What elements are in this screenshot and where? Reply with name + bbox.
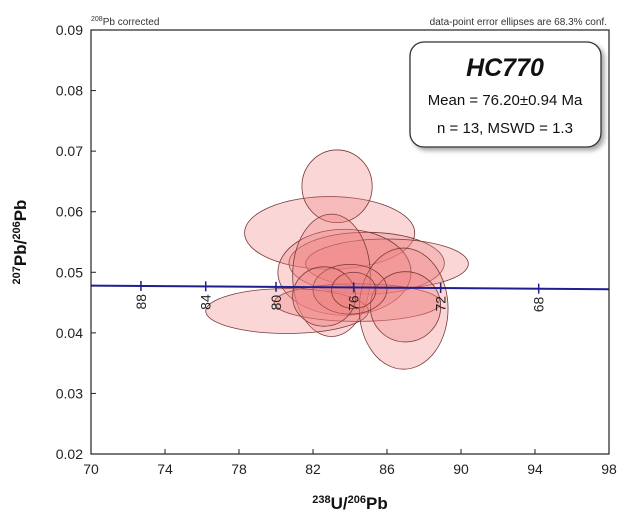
error-ellipses (205, 149, 469, 370)
x-axis-title: 238U/206Pb (312, 494, 387, 513)
y-axis-title-group: 207Pb/206Pb (11, 200, 30, 285)
result-plus-minus: ± (520, 92, 528, 109)
concordia-age-label-68: 68 (531, 296, 547, 312)
y-tick-label-0.09: 0.09 (56, 22, 83, 38)
x-axis-title-mass2: 206 (348, 494, 366, 506)
y-tick-label-0.05: 0.05 (56, 264, 83, 280)
note-left-superscript: 208 (91, 16, 103, 23)
x-tick-label-90: 90 (453, 461, 469, 477)
result-mean-unit: Ma (557, 92, 583, 109)
y-axis-title-mass2: 206 (11, 221, 23, 239)
y-tick-label-0.03: 0.03 (56, 385, 83, 401)
error-ellipse-10 (369, 271, 442, 343)
x-tick-label-86: 86 (379, 461, 395, 477)
concordia-curve-group: 88 84 80 76 72 68 (91, 280, 609, 312)
concordia-age-label-76: 76 (346, 295, 362, 311)
concordia-curve (91, 284, 609, 291)
plot-frame (90, 29, 610, 455)
y-axis-title-mass: 207 (11, 266, 23, 284)
result-box-frame (409, 41, 602, 148)
y-axis-title: 207Pb/206Pb (11, 200, 30, 285)
x-tick-label-74: 74 (157, 461, 173, 477)
result-sample-name: HC770 (466, 54, 544, 82)
x-tick-label-70: 70 (83, 461, 99, 477)
error-ellipse-12 (292, 266, 356, 327)
note-left-text: Pb corrected (103, 17, 160, 28)
result-box: HC770 Mean = 76.20±0.94 Ma n = 13, MSWD … (409, 41, 602, 148)
x-axis-title-element2: Pb (366, 494, 388, 513)
x-tick-label-94: 94 (527, 461, 543, 477)
y-tick-label-0.08: 0.08 (56, 83, 83, 99)
x-axis-title-mass: 238 (312, 494, 330, 506)
concordia-age-label-84: 84 (198, 294, 214, 310)
x-axis-ticks: 70 74 78 82 86 90 94 98 (83, 449, 617, 477)
note-left: 208Pb corrected (91, 16, 159, 28)
x-tick-label-98: 98 (601, 461, 617, 477)
error-ellipse-2 (301, 149, 373, 224)
x-tick-label-82: 82 (305, 461, 321, 477)
x-tick-label-78: 78 (231, 461, 247, 477)
y-tick-label-0.06: 0.06 (56, 204, 83, 220)
result-mean-prefix: Mean = (428, 92, 483, 109)
concordia-age-label-88: 88 (133, 294, 149, 310)
result-mean-error: 0.94 (528, 92, 557, 109)
concordia-age-label-72: 72 (433, 296, 449, 312)
y-tick-label-0.04: 0.04 (56, 325, 83, 341)
y-axis-ticks: 0.02 0.03 0.04 0.05 0.06 0.07 0.08 0.09 (56, 22, 96, 462)
result-mean-value: 76.20 (482, 92, 520, 109)
result-stats: n = 13, MSWD = 1.3 (437, 120, 573, 137)
y-tick-label-0.02: 0.02 (56, 446, 83, 462)
y-axis-title-element: Pb/ (11, 239, 30, 266)
result-mean-age: Mean = 76.20±0.94 Ma (428, 92, 583, 109)
concordia-age-label-80: 80 (268, 295, 284, 311)
x-axis-title-element: U/ (331, 494, 348, 513)
error-ellipse-1 (244, 196, 416, 270)
error-ellipse-6 (292, 213, 371, 337)
y-tick-label-0.07: 0.07 (56, 143, 83, 159)
y-axis-title-element2: Pb (11, 200, 30, 222)
note-right: data-point error ellipses are 68.3% conf… (430, 17, 607, 28)
